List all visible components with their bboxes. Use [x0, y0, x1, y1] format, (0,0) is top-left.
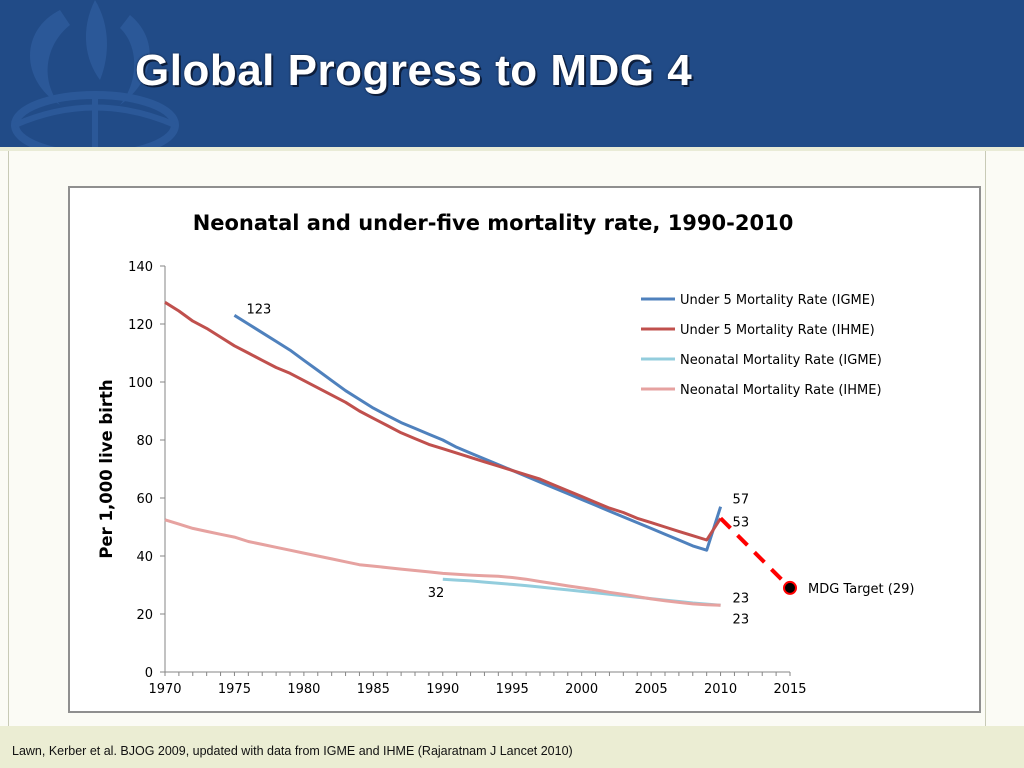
slide-title: Global Progress to MDG 4 — [135, 46, 693, 95]
header-divider — [0, 147, 1024, 151]
series-line-3 — [164, 518, 721, 607]
x-tick-label: 2010 — [704, 682, 737, 697]
x-tick-label: 1990 — [426, 682, 459, 697]
source-citation: Lawn, Kerber et al. BJOG 2009, updated w… — [12, 744, 573, 758]
data-label: 53 — [733, 515, 750, 530]
chart-title: Neonatal and under-five mortality rate, … — [193, 211, 794, 235]
right-rule — [985, 151, 986, 726]
y-tick-label: 120 — [128, 318, 153, 333]
data-label: 23 — [733, 591, 750, 606]
legend-label: Neonatal Mortality Rate (IHME) — [680, 383, 882, 398]
chart-frame: Neonatal and under-five mortality rate, … — [68, 186, 981, 713]
y-tick-label: 80 — [136, 434, 153, 449]
series-line-0 — [233, 314, 723, 552]
y-axis-label: Per 1,000 live birth — [97, 379, 116, 558]
y-tick-label: 60 — [136, 492, 153, 507]
legend: Under 5 Mortality Rate (IGME) Under 5 Mor… — [641, 293, 882, 398]
x-tick-label: 2015 — [773, 682, 806, 697]
annotations: 123 57 53 23 23 32 MDG Target (29) — [246, 302, 914, 627]
x-tick-label: 1985 — [357, 682, 390, 697]
x-tick-label: 2005 — [635, 682, 668, 697]
left-rule — [8, 151, 9, 726]
data-label: 123 — [246, 302, 271, 317]
x-tick-label: 2000 — [565, 682, 598, 697]
logo-icon — [11, 0, 179, 147]
series-lines — [164, 301, 797, 607]
x-tick-label: 1995 — [496, 682, 529, 697]
series-line-1 — [164, 301, 722, 542]
mdg-target-marker — [783, 580, 797, 595]
legend-label: Under 5 Mortality Rate (IGME) — [680, 293, 875, 308]
y-tick-label: 40 — [136, 550, 153, 565]
data-label: MDG Target (29) — [808, 582, 914, 597]
slide-footer — [0, 726, 1024, 768]
data-label: 57 — [733, 493, 750, 508]
x-tick-label: 1980 — [287, 682, 320, 697]
x-tick-label: 1975 — [218, 682, 251, 697]
slide-header: Global Progress to MDG 4 — [0, 0, 1024, 147]
x-tick-label: 1970 — [148, 682, 181, 697]
legend-label: Neonatal Mortality Rate (IGME) — [680, 353, 882, 368]
y-tick-label: 100 — [128, 376, 153, 391]
data-label: 32 — [428, 586, 445, 601]
axes: 0 20 40 60 80 100 120 140 1970 1975 1980 1985 1990 19… — [128, 260, 806, 697]
y-tick-label: 0 — [145, 666, 153, 681]
y-tick-label: 20 — [136, 608, 153, 623]
y-tick-label: 140 — [128, 260, 153, 275]
series-line-4 — [719, 516, 792, 590]
legend-label: Under 5 Mortality Rate (IHME) — [680, 323, 875, 338]
data-label: 23 — [733, 612, 750, 627]
mortality-chart: Neonatal and under-five mortality rate, … — [97, 211, 914, 697]
